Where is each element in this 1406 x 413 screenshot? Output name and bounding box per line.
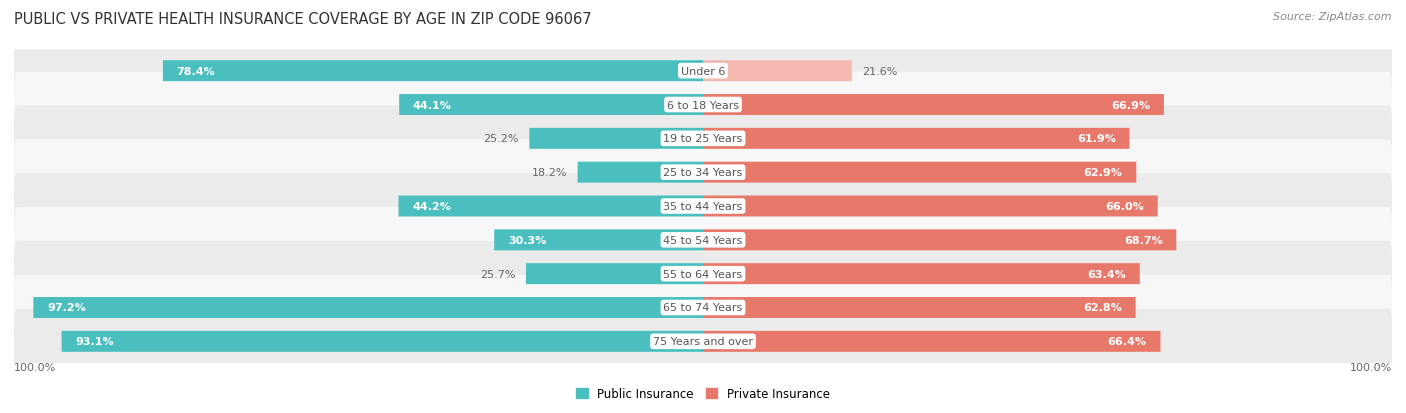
Text: 21.6%: 21.6% [862,66,897,76]
FancyBboxPatch shape [526,263,703,285]
Text: 45 to 54 Years: 45 to 54 Years [664,235,742,245]
FancyBboxPatch shape [14,174,1392,239]
FancyBboxPatch shape [703,297,1136,318]
Text: 6 to 18 Years: 6 to 18 Years [666,100,740,110]
FancyBboxPatch shape [703,196,1157,217]
Text: 44.1%: 44.1% [413,100,451,110]
Text: 63.4%: 63.4% [1087,269,1126,279]
Text: 55 to 64 Years: 55 to 64 Years [664,269,742,279]
FancyBboxPatch shape [399,95,703,116]
Text: Under 6: Under 6 [681,66,725,76]
Text: 68.7%: 68.7% [1123,235,1163,245]
Text: 30.3%: 30.3% [508,235,547,245]
FancyBboxPatch shape [703,128,1129,150]
FancyBboxPatch shape [398,196,703,217]
Text: 62.8%: 62.8% [1083,303,1122,313]
FancyBboxPatch shape [14,241,1392,307]
FancyBboxPatch shape [578,162,703,183]
Legend: Public Insurance, Private Insurance: Public Insurance, Private Insurance [571,382,835,405]
Text: 78.4%: 78.4% [177,66,215,76]
FancyBboxPatch shape [495,230,703,251]
Text: PUBLIC VS PRIVATE HEALTH INSURANCE COVERAGE BY AGE IN ZIP CODE 96067: PUBLIC VS PRIVATE HEALTH INSURANCE COVER… [14,12,592,27]
FancyBboxPatch shape [14,140,1392,206]
FancyBboxPatch shape [703,230,1177,251]
Text: 93.1%: 93.1% [76,337,114,347]
FancyBboxPatch shape [14,106,1392,172]
Text: 61.9%: 61.9% [1077,134,1116,144]
Text: 97.2%: 97.2% [48,303,86,313]
FancyBboxPatch shape [34,297,703,318]
Text: Source: ZipAtlas.com: Source: ZipAtlas.com [1274,12,1392,22]
Text: 25 to 34 Years: 25 to 34 Years [664,168,742,178]
FancyBboxPatch shape [14,73,1392,138]
FancyBboxPatch shape [703,61,852,82]
Text: 66.4%: 66.4% [1108,337,1147,347]
FancyBboxPatch shape [14,39,1392,104]
Text: 62.9%: 62.9% [1084,168,1122,178]
Text: 100.0%: 100.0% [1350,363,1392,373]
Text: 75 Years and over: 75 Years and over [652,337,754,347]
FancyBboxPatch shape [163,61,703,82]
Text: 25.2%: 25.2% [484,134,519,144]
FancyBboxPatch shape [703,162,1136,183]
Text: 66.9%: 66.9% [1111,100,1150,110]
Text: 100.0%: 100.0% [14,363,56,373]
Text: 25.7%: 25.7% [479,269,516,279]
Text: 19 to 25 Years: 19 to 25 Years [664,134,742,144]
FancyBboxPatch shape [14,309,1392,374]
FancyBboxPatch shape [703,331,1160,352]
Text: 65 to 74 Years: 65 to 74 Years [664,303,742,313]
FancyBboxPatch shape [703,95,1164,116]
Text: 18.2%: 18.2% [531,168,567,178]
Text: 66.0%: 66.0% [1105,202,1144,211]
FancyBboxPatch shape [530,128,703,150]
FancyBboxPatch shape [62,331,703,352]
Text: 44.2%: 44.2% [412,202,451,211]
FancyBboxPatch shape [14,275,1392,340]
Text: 35 to 44 Years: 35 to 44 Years [664,202,742,211]
FancyBboxPatch shape [14,207,1392,273]
FancyBboxPatch shape [703,263,1140,285]
